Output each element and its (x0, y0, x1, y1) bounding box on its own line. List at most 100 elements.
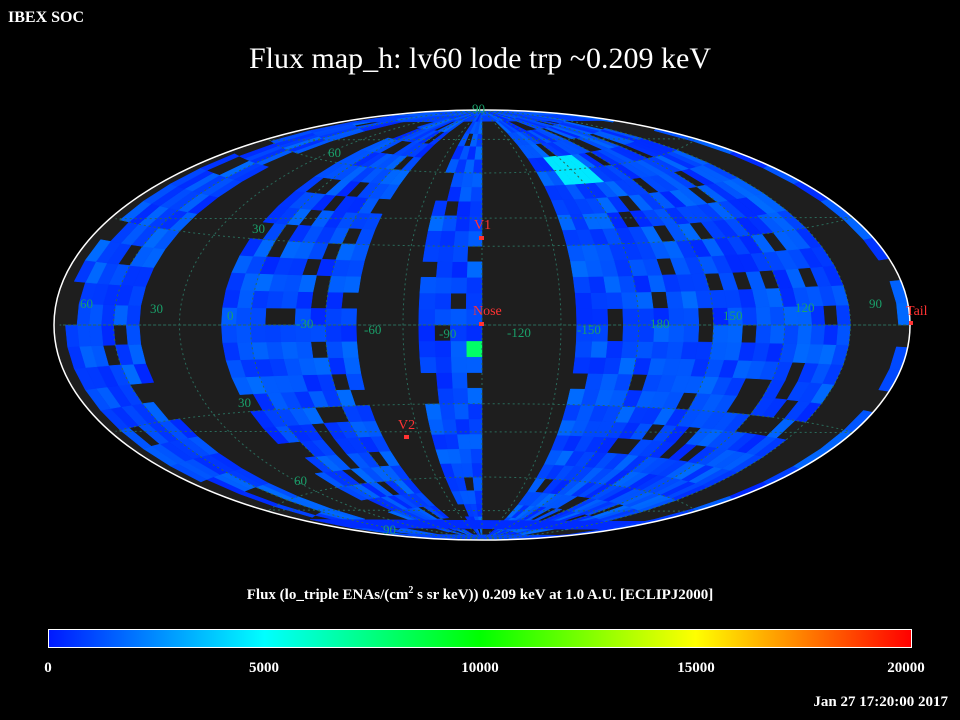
org-label: IBEX SOC (8, 9, 85, 26)
lon-label-120: 120 (795, 300, 815, 315)
flux-pixel (295, 291, 314, 309)
flux-pixel (667, 307, 685, 326)
lon-label-m120: -120 (507, 325, 531, 340)
flux-pixel (465, 340, 483, 358)
flux-pixel (450, 277, 467, 294)
flux-pixel (418, 308, 435, 326)
marker-nose-label: Nose (473, 304, 502, 319)
flux-pixel (279, 324, 297, 343)
lat-label-s60: 60 (294, 473, 307, 488)
flux-pixel (453, 230, 469, 247)
flux-pixel (418, 292, 436, 310)
graticule-meridian (249, 110, 483, 540)
flux-pixel (314, 472, 345, 488)
flux-pixel (235, 307, 252, 326)
flux-pixel (620, 291, 639, 309)
flux-pixel (566, 388, 586, 406)
flux-pixel (418, 340, 436, 358)
flux-pixel (325, 308, 342, 326)
lon-label-90: 90 (869, 296, 882, 311)
flux-pixel (572, 356, 591, 374)
flux-pixel (434, 340, 452, 358)
flux-pixel (235, 324, 252, 343)
marker-v2-label: V2 (398, 418, 415, 433)
marker-v1-dot (479, 236, 484, 240)
flux-pixel (472, 476, 483, 491)
flux-pixel (726, 324, 743, 343)
flux-pixel (452, 387, 469, 405)
flux-pixel (755, 306, 772, 326)
flux-pixel (437, 388, 454, 405)
flux-pixel (419, 356, 437, 374)
flux-pixel (466, 277, 483, 294)
flux-pixel (590, 340, 608, 358)
flux-pixel (327, 275, 347, 293)
latitude-labels: 90 60 30 30 60 90 (238, 101, 485, 537)
longitude-labels: 60 30 0 -30 -60 -90 -120 -150 180 150 12… (80, 296, 882, 341)
colorbar-title-rest: s sr keV)) 0.209 keV at 1.0 A.U. [ECLIPJ… (413, 587, 714, 603)
flux-pixel (422, 245, 440, 262)
lon-label-m90: -90 (439, 326, 456, 341)
marker-nose-dot (479, 322, 484, 326)
flux-pixel (574, 340, 593, 358)
flux-pixel (680, 341, 699, 360)
marker-v2-dot (404, 435, 409, 439)
lon-label-m150: -150 (577, 322, 601, 337)
flux-pixel (434, 292, 452, 310)
flux-pixel (125, 324, 142, 345)
flux-pixel (622, 308, 639, 326)
colorbar (48, 629, 912, 648)
colorbar-title-sup: 2 (408, 585, 414, 596)
flux-pixel (465, 324, 483, 342)
lon-label-0: 0 (227, 308, 234, 323)
flux-pixel (755, 324, 772, 344)
flux-pixel (295, 341, 314, 359)
flux-pixel (709, 289, 728, 309)
flux-pixel (88, 324, 104, 347)
flux-pixel (452, 245, 469, 263)
flux-pixel (472, 110, 483, 122)
flux-pixel (325, 324, 342, 342)
flux-pixel (587, 357, 606, 374)
flux-pixel (605, 341, 623, 358)
flux-pixel (454, 215, 470, 232)
flux-pixel (435, 356, 452, 373)
flux-pixel (470, 186, 483, 202)
flux-pixel (125, 305, 142, 326)
lat-label-n90: 90 (472, 101, 485, 116)
colorbar-title: Flux (lo_triple ENAs/(cm2 s sr keV)) 0.2… (0, 585, 960, 604)
flux-pixel (451, 372, 468, 389)
flux-pixel (439, 230, 456, 247)
flux-pixel (622, 324, 639, 342)
flux-pixel (574, 292, 593, 310)
flux-pixel (340, 308, 357, 326)
flux-pixel (280, 291, 299, 309)
flux-pixel (481, 110, 498, 122)
flux-pixel (471, 462, 483, 478)
flux-pixel (239, 238, 264, 257)
flux-pixel (456, 433, 471, 450)
flux-pixel (466, 387, 483, 404)
flux-pixel (113, 304, 129, 326)
flux-pixel (469, 201, 483, 217)
flux-pixel (665, 341, 684, 359)
flux-pixel (431, 200, 448, 216)
flux-pixel (809, 324, 826, 345)
flux-pixel (680, 290, 699, 309)
flux-pixel (100, 304, 116, 326)
flux-pixel (602, 275, 622, 293)
flux-pixel (341, 341, 359, 358)
colorbar-title-main: Flux (lo_triple ENAs/(cm (246, 587, 409, 603)
colorbar-tick-0: 0 (44, 660, 52, 676)
lat-label-s90: 90 (383, 522, 396, 537)
graticule-meridian (481, 110, 786, 540)
flux-pixel (590, 292, 608, 310)
flux-pixel (835, 324, 851, 346)
flux-pixel (572, 276, 591, 294)
flux-pixel (419, 276, 437, 294)
colorbar-tick-4: 20000 (887, 660, 925, 676)
lat-label-n60: 60 (328, 145, 341, 160)
flux-pixel (466, 261, 483, 278)
graticule-meridian (324, 110, 483, 540)
